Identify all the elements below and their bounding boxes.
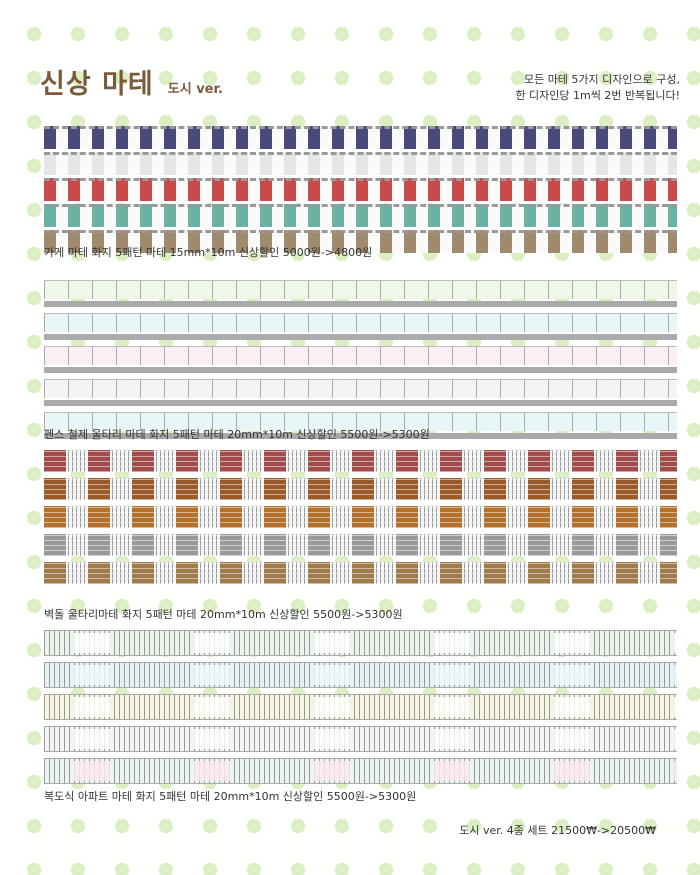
product-caption-store: 가게 마테 화지 5패턴 마테 15mm*10m 신상할인 5000원->480… <box>44 246 373 259</box>
header-title-group: 신상 마테 도시 ver. <box>40 62 223 101</box>
apartment-tape-row <box>44 630 677 656</box>
store-tape-row <box>44 126 677 149</box>
fence-bar <box>44 433 677 439</box>
fence-tape-row <box>44 280 677 299</box>
store-tape-row <box>44 230 677 253</box>
fence-tape-preview <box>44 280 677 445</box>
store-tape-row <box>44 152 677 175</box>
brick-tape-row <box>44 450 677 472</box>
product-caption-apartment: 복도식 아파트 마테 화지 5패턴 마테 20mm*10m 신상할인 5500원… <box>44 790 417 803</box>
brick-tape-preview <box>44 450 677 590</box>
note-line-1: 모든 마테 5가지 디자인으로 구성, <box>523 73 680 86</box>
fence-tape-row <box>44 313 677 332</box>
note-line-2: 한 디자인당 1m씩 2번 반복됩니다! <box>515 89 680 102</box>
apartment-tape-row <box>44 758 677 784</box>
fence-tape-row <box>44 346 677 365</box>
brick-tape-row <box>44 562 677 584</box>
brick-tape-row <box>44 534 677 556</box>
store-tape-preview <box>44 126 677 256</box>
store-tape-row <box>44 178 677 201</box>
apartment-tape-row <box>44 694 677 720</box>
fence-bar <box>44 301 677 307</box>
fence-bar <box>44 334 677 340</box>
page-subtitle: 도시 ver. <box>167 82 223 97</box>
fence-bar <box>44 367 677 373</box>
apartment-tape-row <box>44 662 677 688</box>
store-tape-row <box>44 204 677 227</box>
product-caption-brick: 벽돌 울타리마테 화지 5패턴 마테 20mm*10m 신상할인 5500원->… <box>44 608 403 621</box>
brick-tape-row <box>44 506 677 528</box>
product-caption-fence: 펜스 철제 울타리 마테 화지 5패턴 마테 20mm*10m 신상할인 550… <box>44 428 430 441</box>
brick-tape-row <box>44 478 677 500</box>
page-title: 신상 마테 <box>40 69 154 100</box>
apartment-tape-preview <box>44 630 677 790</box>
set-price: 도시 ver. 4종 세트 21500₩->20500₩ <box>459 824 656 837</box>
fence-tape-row <box>44 379 677 398</box>
fence-bar <box>44 400 677 406</box>
fence-tape-row <box>44 412 677 431</box>
apartment-tape-row <box>44 726 677 752</box>
design-note: 모든 마테 5가지 디자인으로 구성, 한 디자인당 1m씩 2번 반복됩니다! <box>515 72 680 104</box>
